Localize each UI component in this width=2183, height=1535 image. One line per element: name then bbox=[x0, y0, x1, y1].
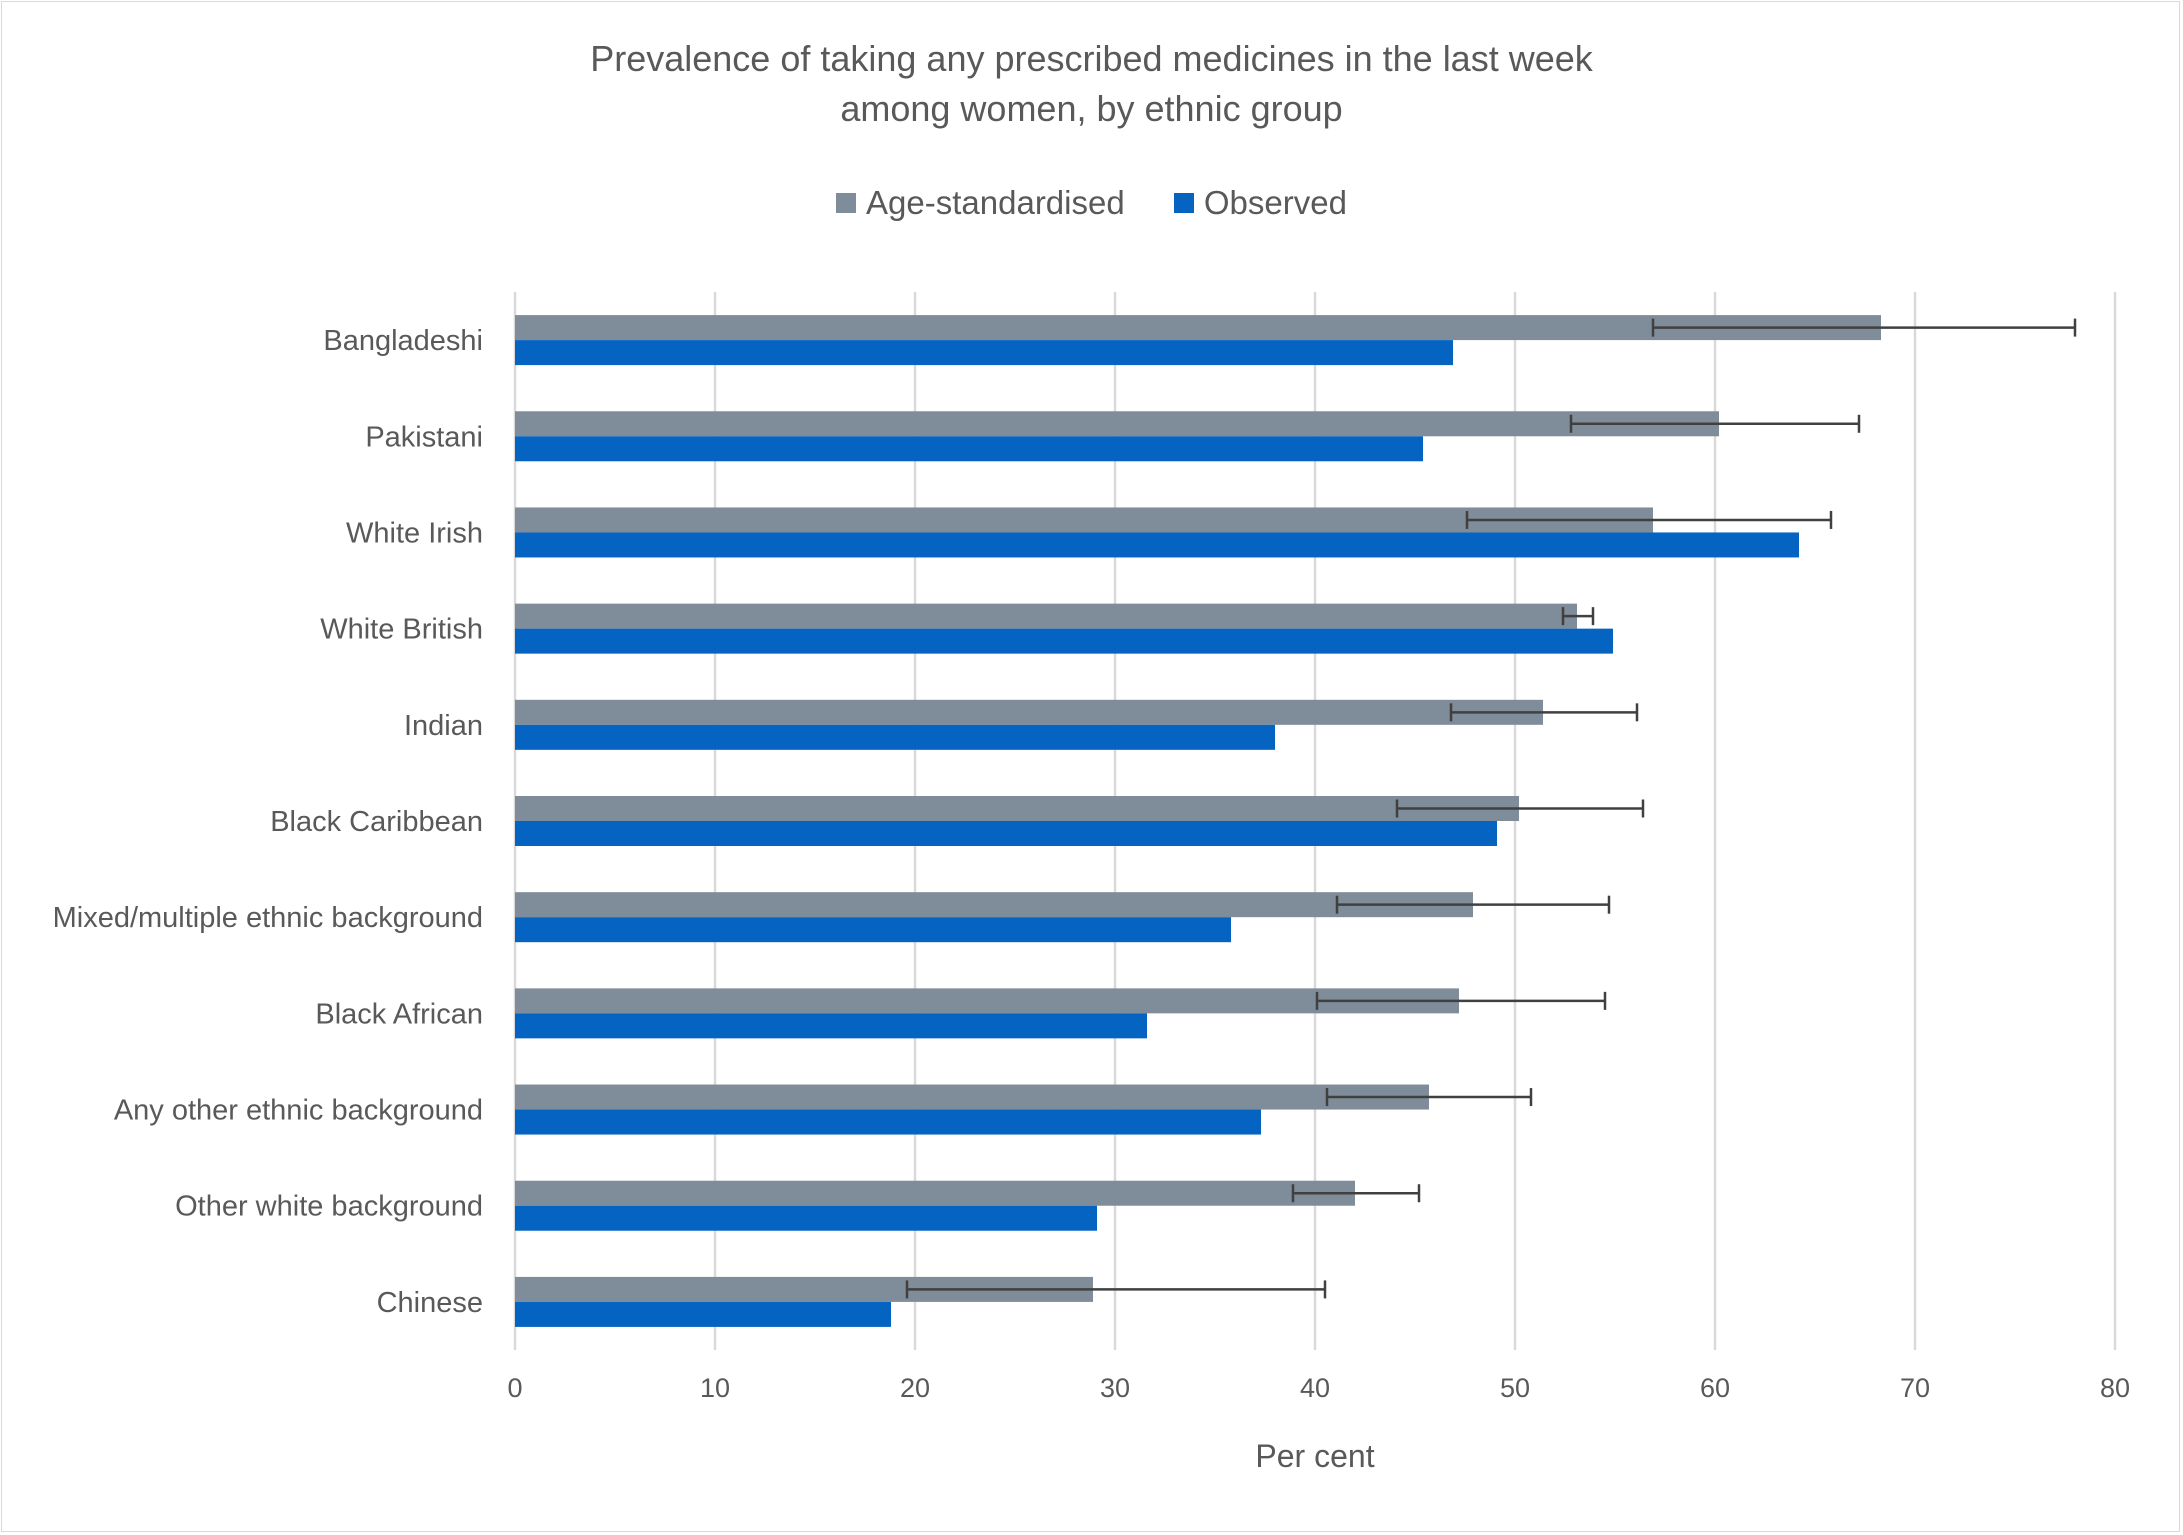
bar-age-standardised-mixed-multiple-ethnic-background bbox=[515, 892, 1473, 918]
category-label-mixed-multiple-ethnic-background: Mixed/multiple ethnic background bbox=[53, 902, 483, 934]
category-label-chinese: Chinese bbox=[377, 1287, 483, 1319]
bar-observed-white-irish bbox=[515, 532, 1799, 558]
category-label-indian: Indian bbox=[404, 710, 483, 742]
bar-observed-pakistani bbox=[515, 436, 1423, 462]
x-tick-label-0: 0 bbox=[507, 1373, 522, 1403]
legend-label-age-standardised: Age-standardised bbox=[866, 184, 1125, 221]
category-label-black-african: Black African bbox=[315, 998, 483, 1030]
bar-age-standardised-black-caribbean bbox=[515, 796, 1519, 821]
legend-label-observed: Observed bbox=[1203, 184, 1347, 221]
bar-age-standardised-black-african bbox=[515, 988, 1459, 1014]
bar-age-standardised-pakistani bbox=[515, 411, 1719, 437]
bar-observed-black-caribbean bbox=[515, 821, 1497, 846]
bar-observed-chinese bbox=[515, 1301, 891, 1327]
bar-observed-white-british bbox=[515, 628, 1613, 654]
legend-item-observed: Observed bbox=[1173, 184, 1347, 222]
category-label-pakistani: Pakistani bbox=[365, 421, 483, 453]
chart-title-line-2: among women, by ethnic group bbox=[840, 88, 1343, 129]
x-tick-label-80: 80 bbox=[2100, 1373, 2130, 1403]
category-label-bangladeshi: Bangladeshi bbox=[323, 325, 483, 357]
bar-observed-indian bbox=[515, 724, 1275, 750]
x-tick-label-20: 20 bbox=[900, 1373, 930, 1403]
bar-age-standardised-white-irish bbox=[515, 507, 1653, 533]
x-tick-label-40: 40 bbox=[1300, 1373, 1330, 1403]
legend-swatch-observed bbox=[1173, 193, 1194, 213]
legend-item-age-standardised: Age-standardised bbox=[836, 184, 1125, 222]
legend: Age-standardised Observed bbox=[0, 183, 2183, 222]
x-tick-label-30: 30 bbox=[1100, 1373, 1130, 1403]
bar-observed-mixed-multiple-ethnic-background bbox=[515, 917, 1231, 943]
category-label-white-irish: White Irish bbox=[346, 517, 483, 549]
x-tick-label-70: 70 bbox=[1900, 1373, 1930, 1403]
legend-swatch-age-standardised bbox=[836, 193, 857, 213]
category-label-white-british: White British bbox=[320, 614, 483, 646]
chart-title: Prevalence of taking any prescribed medi… bbox=[0, 34, 2183, 134]
bar-age-standardised-other-white-background bbox=[515, 1180, 1355, 1206]
category-label-black-caribbean: Black Caribbean bbox=[270, 806, 483, 838]
bar-observed-other-white-background bbox=[515, 1205, 1097, 1231]
chart-title-line-1: Prevalence of taking any prescribed medi… bbox=[590, 38, 1593, 79]
bar-observed-black-african bbox=[515, 1013, 1147, 1039]
bar-age-standardised-indian bbox=[515, 699, 1543, 725]
x-tick-label-10: 10 bbox=[700, 1373, 730, 1403]
category-label-other-white-background: Other white background bbox=[175, 1191, 483, 1223]
category-label-any-other-ethnic-background: Any other ethnic background bbox=[114, 1095, 483, 1127]
x-tick-label-60: 60 bbox=[1700, 1373, 1730, 1403]
x-tick-label-50: 50 bbox=[1500, 1373, 1530, 1403]
bar-age-standardised-any-other-ethnic-background bbox=[515, 1084, 1429, 1110]
bar-observed-any-other-ethnic-background bbox=[515, 1109, 1261, 1135]
x-axis-title: Per cent bbox=[1255, 1438, 1374, 1474]
bar-age-standardised-white-british bbox=[515, 603, 1577, 629]
bar-observed-bangladeshi bbox=[515, 340, 1453, 366]
